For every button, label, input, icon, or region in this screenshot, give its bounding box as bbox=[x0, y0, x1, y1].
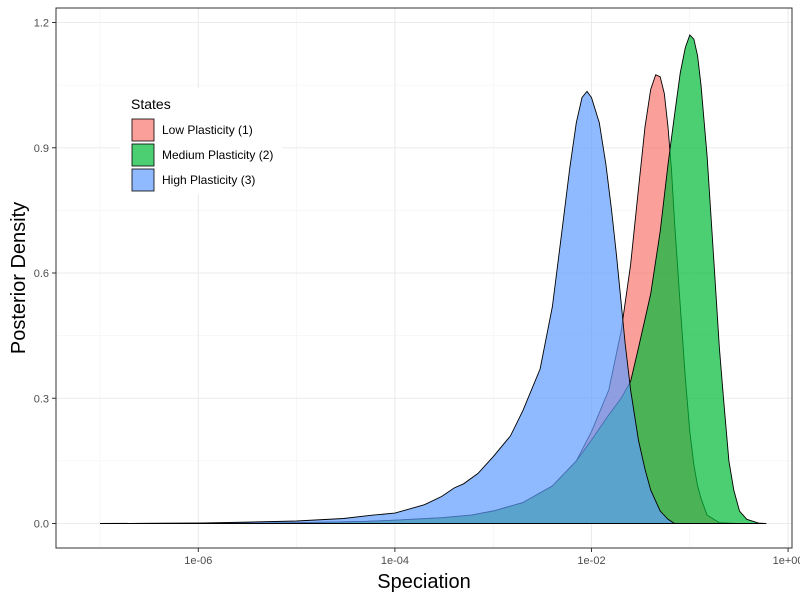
y-tick-label: 1.2 bbox=[34, 18, 49, 30]
x-axis-title: Speciation bbox=[377, 571, 470, 593]
legend: States Low Plasticity (1) Medium Plasticit… bbox=[120, 88, 282, 194]
x-tick-label: 1e+00 bbox=[773, 555, 800, 567]
y-axis-ticks: 0.0 0.3 0.6 0.9 1.2 bbox=[34, 18, 56, 531]
legend-key-series-3 bbox=[131, 168, 155, 192]
y-tick-label: 0.3 bbox=[34, 393, 49, 405]
y-tick-label: 0.6 bbox=[34, 268, 49, 280]
y-axis-title: Posterior Density bbox=[8, 202, 30, 354]
density-areas bbox=[99, 34, 767, 524]
x-tick-label: 1e-06 bbox=[184, 555, 212, 567]
legend-label-series-2: Medium Plasticity (2) bbox=[162, 148, 273, 162]
y-tick-label: 0.9 bbox=[34, 143, 49, 155]
x-tick-label: 1e-02 bbox=[577, 555, 605, 567]
plot-panel-border bbox=[55, 7, 793, 549]
legend-key-series-1 bbox=[131, 118, 155, 142]
y-tick-label: 0.0 bbox=[34, 519, 49, 531]
legend-label-series-3: High Plasticity (3) bbox=[162, 173, 255, 187]
density-area-series-3 bbox=[99, 90, 677, 524]
x-tick-label: 1e-04 bbox=[381, 555, 409, 567]
legend-label-series-1: Low Plasticity (1) bbox=[162, 123, 253, 137]
legend-key-series-2 bbox=[131, 143, 155, 167]
x-axis-ticks: 1e-06 1e-04 1e-02 1e+00 bbox=[184, 548, 800, 567]
legend-title: States bbox=[131, 96, 171, 112]
